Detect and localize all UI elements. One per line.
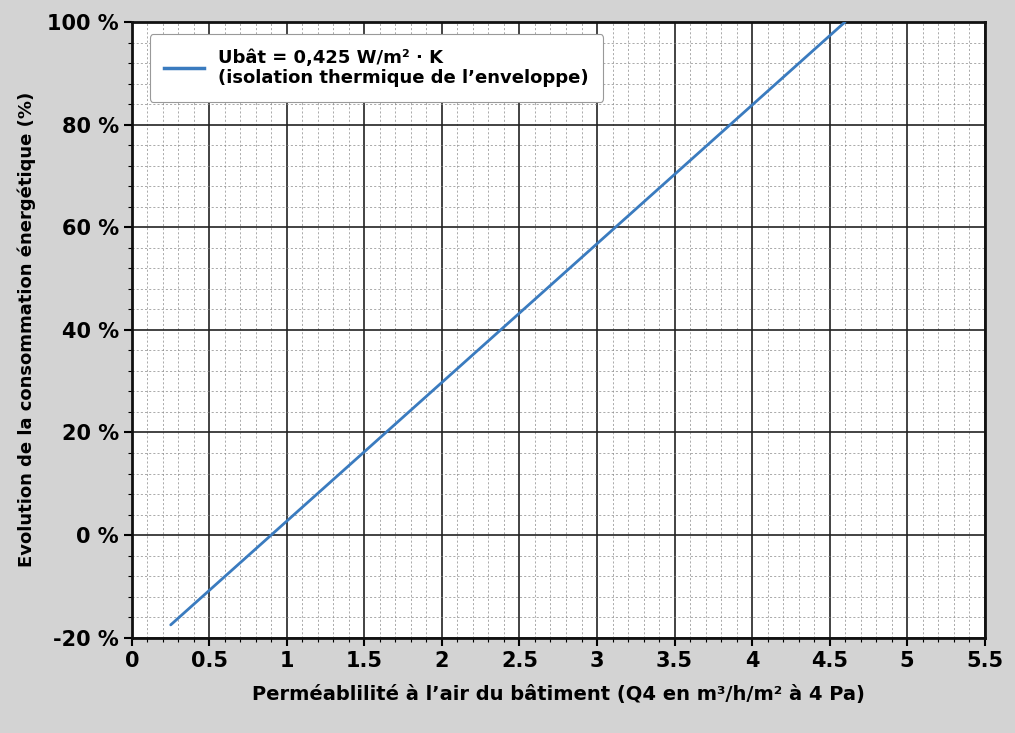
Y-axis label: Evolution de la consommation énergétique (%): Evolution de la consommation énergétique…	[17, 92, 36, 567]
Legend: Ubât = 0,425 W/m² · K
(isolation thermique de l’enveloppe): Ubât = 0,425 W/m² · K (isolation thermiq…	[149, 34, 603, 102]
X-axis label: Perméablilité à l’air du bâtiment (Q4 en m³/h/m² à 4 Pa): Perméablilité à l’air du bâtiment (Q4 en…	[252, 685, 865, 704]
